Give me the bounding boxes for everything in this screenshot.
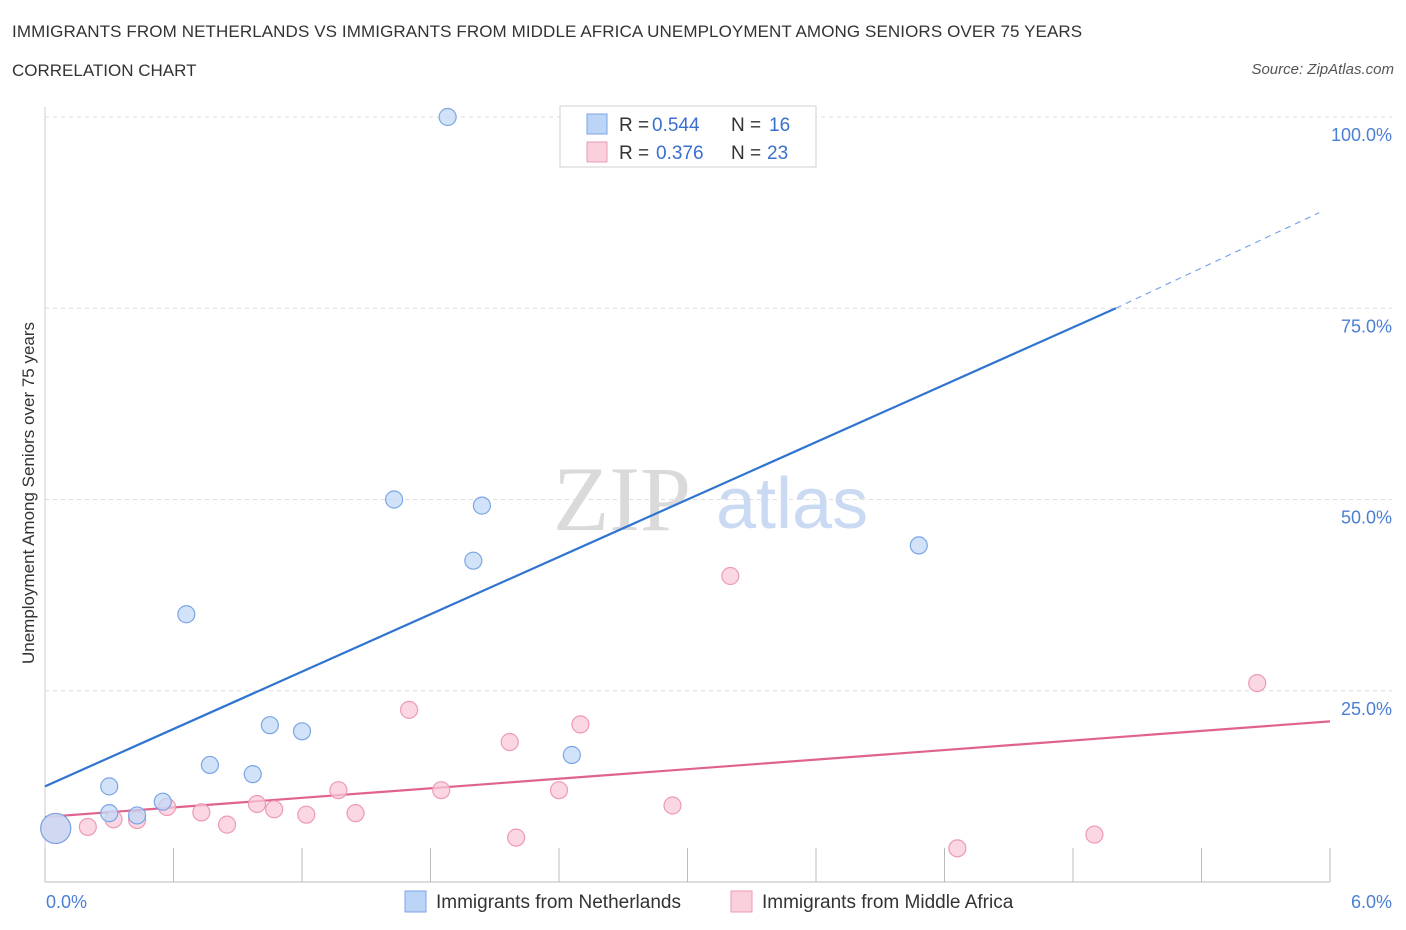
x-tick-label: 0.0% (46, 892, 87, 912)
grid-layer (45, 116, 1392, 692)
bottom-legend-swatch-middle-africa (730, 890, 753, 913)
watermark-zip: ZIP (553, 448, 691, 550)
axis-layer: 25.0% 50.0% 75.0% 100.0% 0.0% 6.0% (44, 107, 1392, 912)
point-middle-africa (571, 715, 590, 734)
trend-line-middle-africa (44, 720, 1331, 819)
point-netherlands (177, 605, 196, 624)
watermark-atlas: atlas (716, 464, 868, 544)
point-middle-africa (1085, 825, 1104, 844)
point-middle-africa (399, 700, 419, 719)
point-netherlands (464, 551, 483, 570)
legend-r-value-1: 0.544 (652, 115, 700, 136)
chart-title: IMMIGRANTS FROM NETHERLANDS VS IMMIGRANT… (12, 22, 1083, 41)
y-tick-label: 50.0% (1341, 508, 1392, 528)
legend-r-label-2: R = (619, 143, 649, 164)
y-tick-label: 25.0% (1341, 699, 1392, 719)
point-middle-africa (297, 805, 316, 824)
trend-line-netherlands-extension (1115, 212, 1320, 309)
legend-r-label-1: R = (619, 115, 649, 136)
point-middle-africa (1248, 673, 1267, 693)
bottom-legend-label-middle-africa: Immigrants from Middle Africa (762, 892, 1014, 913)
point-netherlands (562, 745, 581, 765)
point-middle-africa (247, 794, 267, 814)
point-netherlands (472, 496, 491, 515)
point-middle-africa (192, 803, 211, 822)
point-netherlands (40, 812, 72, 845)
source-label: Source: ZipAtlas.com (1251, 61, 1394, 78)
point-middle-africa (721, 566, 740, 586)
point-middle-africa (948, 839, 967, 858)
point-middle-africa (329, 781, 348, 800)
point-middle-africa (507, 828, 526, 847)
legend-n-label-2: N = (731, 143, 761, 164)
y-tick-label: 75.0% (1341, 316, 1392, 336)
legend-r-value-2: 0.376 (656, 143, 704, 164)
x-tick-label: 6.0% (1351, 892, 1392, 912)
legend-swatch-netherlands (586, 113, 608, 135)
point-netherlands (292, 722, 312, 741)
chart-subtitle: CORRELATION CHART (12, 61, 197, 80)
point-netherlands (384, 490, 404, 509)
point-middle-africa (432, 781, 451, 800)
point-middle-africa (549, 781, 569, 800)
point-netherlands (909, 536, 928, 555)
point-middle-africa (500, 732, 519, 752)
point-middle-africa (346, 804, 365, 823)
series-legend: Immigrants from Netherlands Immigrants f… (404, 890, 1014, 913)
legend-swatch-middle-africa (586, 141, 608, 163)
watermark: ZIP atlas (553, 448, 868, 550)
point-middle-africa (78, 817, 97, 837)
points-layer (40, 107, 1267, 858)
y-tick-label: 100.0% (1331, 125, 1392, 145)
point-netherlands (153, 792, 172, 811)
legend-n-value-1: 16 (769, 115, 790, 136)
point-netherlands (100, 777, 119, 796)
point-netherlands (100, 804, 119, 823)
point-middle-africa (265, 800, 284, 819)
correlation-legend: R = 0.544 N = 16 R = 0.376 N = 23 (559, 105, 817, 168)
point-netherlands (200, 755, 220, 775)
point-netherlands (243, 765, 262, 784)
point-netherlands (127, 806, 147, 825)
point-netherlands (260, 716, 279, 735)
point-middle-africa (217, 815, 237, 834)
bottom-legend-label-netherlands: Immigrants from Netherlands (436, 892, 681, 913)
point-netherlands (438, 107, 457, 127)
bottom-legend-swatch-netherlands (404, 890, 427, 913)
legend-n-value-2: 23 (767, 143, 788, 164)
y-axis-label: Unemployment Among Seniors over 75 years (19, 322, 38, 664)
point-middle-africa (663, 796, 682, 815)
legend-n-label-1: N = (731, 115, 761, 136)
trend-line-netherlands (44, 307, 1117, 788)
